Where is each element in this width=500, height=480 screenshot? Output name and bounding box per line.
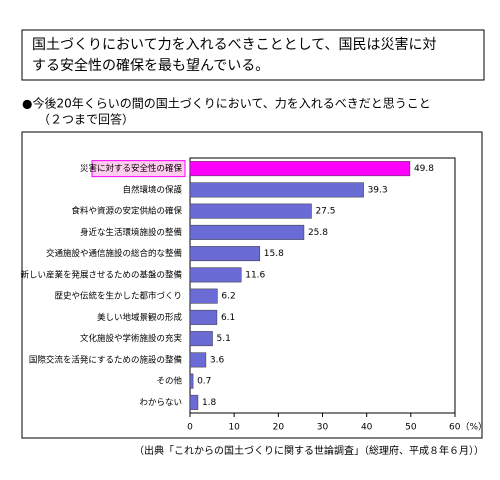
bar (189, 309, 218, 325)
headline-line: 国土づくりにおいて力を入れるべきこととして、国民は災害に対 (32, 37, 436, 53)
x-tick-label: 30 (317, 423, 329, 433)
bar (189, 246, 261, 262)
category-label: 新しい産業を発展させるための基盤の整備 (20, 269, 182, 280)
bar (189, 331, 213, 347)
chart-frame (21, 131, 483, 439)
category-label: 身近な生活環境施設の整備 (80, 227, 183, 238)
value-label: 49.8 (414, 164, 434, 174)
category-label: 食料や資源の安定供給の確保 (71, 206, 182, 217)
source-note: （出典「これからの国土づくりに関する世論調査」（総理府、平成８年６月）） (134, 444, 484, 457)
x-tick-label: 60（%） (449, 422, 487, 433)
value-label: 39.3 (368, 185, 388, 195)
x-tick-label: 40 (361, 423, 373, 433)
value-label: 5.1 (217, 334, 231, 344)
bar (189, 352, 207, 368)
category-label: 災害に対する安全性の確保 (80, 163, 183, 174)
highlight-box (91, 160, 186, 178)
bar (189, 373, 194, 389)
category-label: 文化施設や学術施設の充実 (80, 333, 183, 344)
value-label: 25.8 (308, 228, 328, 238)
chart-subtitle: （２つまで回答） (38, 112, 134, 127)
category-label: 国際交流を活発にするための施設の整備 (29, 354, 183, 365)
bar (189, 182, 364, 198)
category-label: 交通施設や通信施設の総合的な整備 (46, 248, 183, 259)
value-label: 0.7 (197, 377, 211, 387)
bar (189, 267, 242, 283)
category-label: 美しい地域景観の形成 (97, 312, 183, 323)
x-tick-label: 0 (187, 423, 193, 433)
headline-line: する安全性の確保を最も望んでいる。 (32, 57, 269, 74)
bar (189, 394, 199, 410)
category-label: わからない (139, 398, 182, 408)
chart-title: ●今後20年くらいの間の国土づくりにおいて、力を入れるべきだと思うこと (22, 96, 431, 111)
value-label: 11.6 (245, 270, 265, 280)
bar (189, 161, 411, 177)
bar (189, 288, 218, 304)
bar (189, 203, 312, 219)
category-label: 自然環境の保護 (122, 184, 182, 195)
value-label: 6.2 (221, 292, 235, 302)
headline-box (21, 29, 485, 81)
x-tick-label: 50 (405, 423, 417, 433)
value-label: 3.6 (210, 355, 225, 365)
value-label: 27.5 (315, 207, 335, 217)
value-label: 6.1 (221, 313, 235, 323)
x-tick-label: 10 (228, 423, 240, 433)
value-label: 1.8 (202, 398, 217, 408)
category-label: その他 (156, 376, 182, 387)
bar (189, 224, 305, 240)
x-tick-label: 20 (273, 423, 285, 433)
category-label: 歴史や伝統を生かした都市づくり (54, 291, 182, 302)
value-label: 15.8 (264, 249, 284, 259)
